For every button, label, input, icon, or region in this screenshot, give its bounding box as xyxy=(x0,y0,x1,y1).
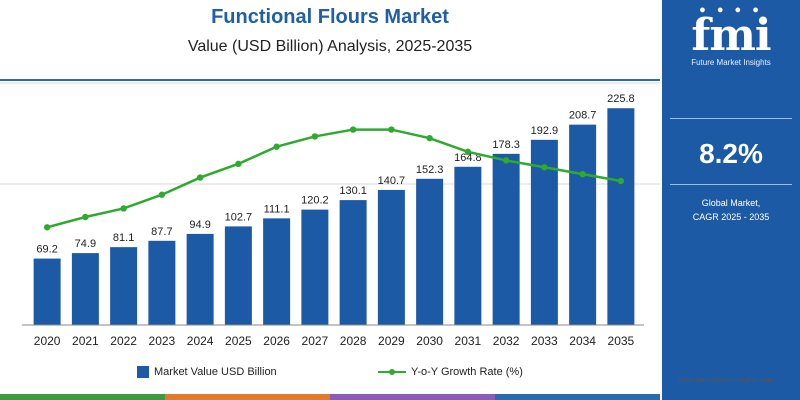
bar-value-label: 164.8 xyxy=(454,152,482,164)
bar xyxy=(339,200,367,325)
x-tick-label: 2022 xyxy=(110,334,137,348)
growth-rate-point xyxy=(43,224,51,231)
growth-rate-point xyxy=(158,191,166,198)
cagr-label: Global Market, CAGR 2025 - 2035 xyxy=(662,196,800,224)
x-tick-label: 2025 xyxy=(225,334,252,348)
cagr-label-line1: Global Market, xyxy=(701,198,761,208)
bar-value-label: 130.1 xyxy=(339,185,367,197)
growth-rate-point xyxy=(464,148,472,156)
cagr-label-line2: CAGR 2025 - 2035 xyxy=(692,212,770,222)
growth-rate-point xyxy=(349,126,357,133)
legend-bars-label: Market Value USD Billion xyxy=(154,366,277,378)
bar xyxy=(263,218,291,325)
bar xyxy=(110,247,138,325)
x-tick-label: 2020 xyxy=(34,334,61,348)
x-tick-label: 2031 xyxy=(455,334,482,348)
growth-rate-point xyxy=(617,177,625,185)
bar xyxy=(186,233,214,325)
bar-value-label: 87.7 xyxy=(151,226,172,238)
bar-value-label: 74.9 xyxy=(75,238,96,250)
growth-rate-point xyxy=(502,157,510,164)
chart-subtitle: Value (USD Billion) Analysis, 2025-2035 xyxy=(187,38,473,55)
bar-value-label: 140.7 xyxy=(378,175,406,187)
growth-rate-point xyxy=(120,205,127,212)
x-tick-label: 2030 xyxy=(416,334,443,348)
bar xyxy=(416,178,444,325)
bar-value-label: 120.2 xyxy=(301,195,329,207)
bar-value-label: 192.9 xyxy=(531,125,559,137)
bar xyxy=(492,153,520,325)
bar-value-label: 178.3 xyxy=(492,139,520,151)
bar-value-label: 102.7 xyxy=(225,211,253,223)
x-tick-label: 2021 xyxy=(72,334,99,348)
bar xyxy=(224,226,252,325)
growth-rate-point xyxy=(196,174,204,181)
bar xyxy=(33,258,61,325)
market-chart: 69.2 2020 74.9 2021 81.1 2022 87.7 2023 94.9 2024… xyxy=(0,82,660,348)
color-strip xyxy=(0,394,660,400)
x-tick-label: 2026 xyxy=(263,334,290,348)
growth-rate-point xyxy=(235,160,242,168)
logo-people-icon: ● ● ● ● xyxy=(699,4,763,16)
x-tick-label: 2033 xyxy=(531,334,558,348)
legend-bars: Market Value USD Billion xyxy=(137,365,277,379)
logo-mark: fmi xyxy=(691,10,771,61)
x-tick-label: 2023 xyxy=(149,334,176,348)
bar xyxy=(454,166,482,325)
x-tick-label: 2032 xyxy=(493,334,520,348)
bar xyxy=(148,240,176,325)
legend-line-swatch xyxy=(378,366,406,378)
x-tick-label: 2028 xyxy=(340,334,367,348)
bar-value-label: 208.7 xyxy=(569,110,597,122)
bar-value-label: 225.8 xyxy=(607,93,635,105)
bar xyxy=(530,139,558,325)
bar xyxy=(569,124,597,325)
growth-rate-point xyxy=(388,126,395,133)
x-tick-label: 2024 xyxy=(187,334,214,348)
x-tick-label: 2029 xyxy=(378,334,405,348)
bar-value-label: 94.9 xyxy=(189,219,210,231)
x-tick-label: 2035 xyxy=(608,334,635,348)
strip-segment xyxy=(495,394,660,400)
bar xyxy=(301,209,329,325)
growth-rate-point xyxy=(579,170,586,178)
x-tick-label: 2027 xyxy=(302,334,329,348)
strip-segment xyxy=(330,394,495,400)
x-tick-label: 2034 xyxy=(569,334,596,348)
bar-value-label: 81.1 xyxy=(113,232,134,244)
title-divider xyxy=(0,79,660,81)
chart-title: Functional Flours Market xyxy=(211,6,449,28)
strip-segment xyxy=(165,394,330,400)
growth-rate-line xyxy=(46,128,622,229)
source-url: www.futuremarketinsights.com xyxy=(678,377,774,384)
legend-bar-swatch xyxy=(137,366,149,378)
sidebar-divider xyxy=(670,184,792,185)
legend-line-label: Y-o-Y Growth Rate (%) xyxy=(411,366,523,378)
sidebar-panel: ● ● ● ● fmi Future Market Insights 8.2% … xyxy=(662,0,800,400)
legend-line: Y-o-Y Growth Rate (%) xyxy=(378,365,523,379)
fmi-logo: ● ● ● ● fmi Future Market Insights xyxy=(662,4,800,67)
bar-value-label: 152.3 xyxy=(416,164,444,176)
bar-value-label: 111.1 xyxy=(264,203,290,215)
growth-rate-point xyxy=(273,143,280,150)
bar xyxy=(377,189,405,325)
growth-rate-point xyxy=(426,134,433,142)
sidebar-divider xyxy=(670,118,792,119)
growth-rate-point xyxy=(541,164,548,171)
bar xyxy=(71,253,99,325)
growth-rate-point xyxy=(82,213,89,221)
growth-rate-point xyxy=(311,133,319,140)
bar-value-label: 69.2 xyxy=(36,244,57,256)
cagr-value: 8.2% xyxy=(699,138,763,169)
logo-text: Future Market Insights xyxy=(691,58,771,67)
bar xyxy=(607,108,635,326)
strip-segment xyxy=(0,394,165,400)
